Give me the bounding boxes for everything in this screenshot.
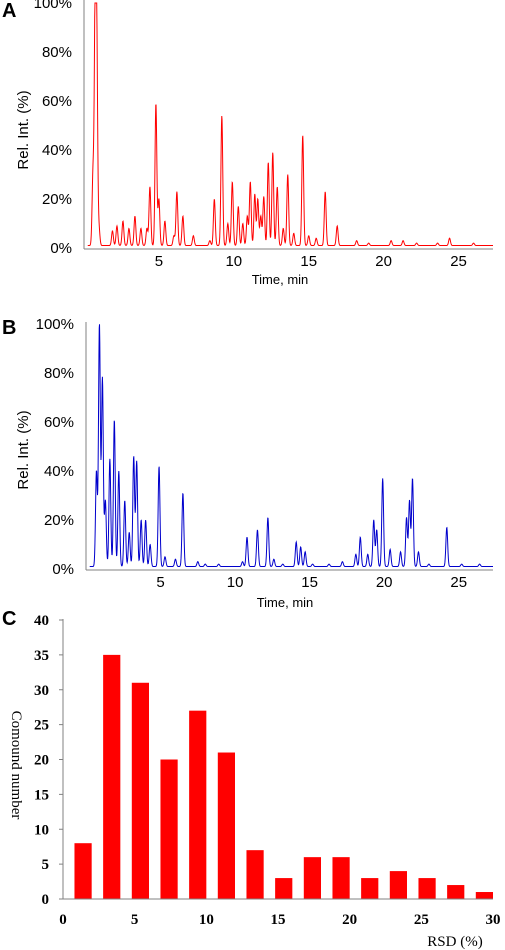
panel-b-ylabel: Rel. Int. (%): [15, 410, 32, 489]
x-tick-label: 15: [301, 574, 318, 591]
histogram-bar: [131, 682, 149, 899]
panel-b-letter: B: [2, 317, 16, 339]
panel-a-xlabel: Time, min: [252, 272, 309, 287]
histogram-bar: [475, 892, 493, 899]
x-tick-label: 15: [271, 912, 286, 928]
panel-c-ylabel: Comound number: [8, 711, 24, 820]
y-tick-label: 0: [42, 892, 50, 908]
x-tick-label: 5: [131, 912, 139, 928]
histogram-bar: [303, 857, 321, 899]
x-tick-label: 20: [376, 574, 393, 591]
y-tick-label: 40%: [44, 463, 74, 480]
y-tick-label: 30: [34, 683, 49, 699]
y-tick-label: 80%: [44, 365, 74, 382]
y-tick-label: 35: [34, 648, 49, 664]
histogram-bar: [361, 878, 379, 899]
y-tick-label: 100%: [34, 0, 72, 12]
panel-c: C Comound number RSD (%) 0 5 10 15 20 25 30 35 4…: [2, 608, 501, 950]
x-tick-label: 5: [155, 253, 163, 270]
histogram-bar: [217, 752, 235, 899]
panel-b-y-ticks: 0% 20% 40% 60% 80% 100%: [36, 316, 74, 578]
histogram-bar: [418, 878, 436, 899]
panel-b: B Rel. Int. (%) Time, min 0% 20% 40% 60% 80%…: [2, 316, 493, 610]
panel-a-chromatogram-trace: [87, 2, 493, 247]
panel-c-y-ticks: 0 5 10 15 20 25 30 35 40: [34, 613, 63, 908]
y-tick-label: 80%: [42, 44, 72, 61]
panel-c-x-ticks: 0 5 10 15 20 25 30: [59, 912, 500, 928]
y-tick-label: 40: [34, 613, 49, 629]
histogram-bar: [74, 843, 92, 899]
x-tick-label: 10: [225, 253, 242, 270]
x-tick-label: 20: [342, 912, 357, 928]
x-tick-label: 25: [414, 912, 429, 928]
panel-b-x-ticks: 5 10 15 20 25: [156, 574, 467, 591]
y-tick-label: 15: [34, 787, 49, 803]
y-tick-label: 100%: [36, 316, 74, 333]
histogram-bar: [103, 654, 121, 900]
y-tick-label: 20%: [42, 191, 72, 208]
panel-c-xlabel: RSD (%): [427, 934, 482, 950]
x-tick-label: 30: [486, 912, 501, 928]
x-tick-label: 0: [59, 912, 67, 928]
y-tick-label: 25: [34, 718, 49, 734]
panel-b-xlabel: Time, min: [257, 595, 314, 610]
panel-a-ylabel: Rel. Int. (%): [15, 90, 32, 169]
x-tick-label: 10: [227, 574, 244, 591]
y-tick-label: 5: [42, 857, 50, 873]
x-tick-label: 25: [450, 253, 467, 270]
y-tick-label: 60%: [44, 414, 74, 431]
y-tick-label: 40%: [42, 142, 72, 159]
histogram-bar: [160, 759, 178, 899]
panel-b-chromatogram-trace: [89, 324, 493, 568]
y-tick-label: 0%: [52, 561, 74, 578]
x-tick-label: 10: [199, 912, 214, 928]
histogram-bar: [447, 885, 465, 899]
panel-a-y-ticks: 0% 20% 40% 60% 80% 100%: [34, 0, 72, 257]
y-tick-label: 0%: [50, 240, 72, 257]
y-tick-label: 20: [34, 753, 49, 769]
histogram-bar: [275, 878, 293, 899]
panel-a-x-ticks: 5 10 15 20 25: [155, 253, 467, 270]
panel-a: A Rel. Int. (%) Time, min 0% 20% 40% 60% 80%…: [2, 0, 493, 287]
x-tick-label: 15: [300, 253, 317, 270]
y-tick-label: 60%: [42, 93, 72, 110]
x-tick-label: 20: [375, 253, 392, 270]
y-tick-label: 20%: [44, 512, 74, 529]
panel-c-letter: C: [2, 608, 16, 630]
histogram-bar: [189, 710, 207, 899]
histogram-bar: [246, 850, 264, 899]
histogram-bar: [389, 871, 407, 899]
x-tick-label: 25: [450, 574, 467, 591]
y-tick-label: 10: [34, 822, 49, 838]
panel-c-bars: [74, 654, 493, 900]
x-tick-label: 5: [156, 574, 164, 591]
histogram-bar: [332, 857, 350, 899]
panel-a-letter: A: [2, 0, 16, 22]
